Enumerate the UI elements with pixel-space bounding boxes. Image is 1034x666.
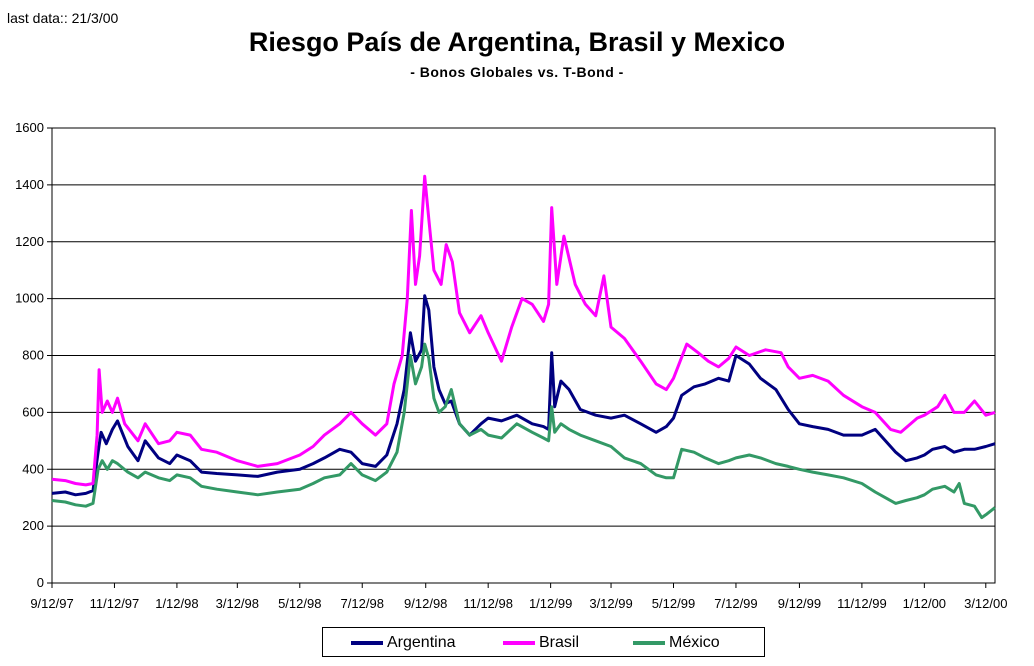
- legend-item-brasil: Brasil: [503, 634, 579, 652]
- x-tick-label: 5/12/98: [278, 596, 321, 611]
- y-tick-label: 400: [22, 461, 44, 476]
- chart-title: Riesgo País de Argentina, Brasil y Mexic…: [248, 27, 786, 57]
- x-tick-label: 9/12/97: [30, 596, 73, 611]
- x-tick-label: 3/12/99: [589, 596, 632, 611]
- gridlines: [52, 184, 995, 527]
- y-tick-label: 0: [37, 575, 44, 590]
- legend-item-mexico: México: [633, 634, 720, 652]
- legend-swatch-brasil: [503, 641, 535, 645]
- series-line-brasil: [51, 174, 996, 487]
- last-data-note: last data:: 21/3/00: [7, 10, 119, 26]
- series-line-mexico: [51, 342, 996, 520]
- x-tick-label: 3/12/98: [216, 596, 259, 611]
- series-lines: [51, 174, 996, 520]
- y-tick-label: 200: [22, 518, 44, 533]
- y-tick-label: 600: [22, 404, 44, 419]
- x-axis-ticks: 9/12/97 11/12/97 1/12/98 3/12/98 5/12/98 7/12…: [30, 583, 1007, 611]
- x-tick-label: 1/12/99: [529, 596, 572, 611]
- legend: Argentina Brasil México: [322, 627, 765, 657]
- x-tick-label: 7/12/99: [714, 596, 757, 611]
- legend-item-argentina: Argentina: [351, 634, 456, 652]
- series-line-argentina: [51, 294, 996, 497]
- legend-swatch-mexico: [633, 641, 665, 645]
- x-tick-label: 11/12/99: [837, 596, 887, 611]
- x-tick-label: 11/12/98: [463, 596, 513, 611]
- legend-label-brasil: Brasil: [539, 634, 580, 651]
- x-tick-label: 11/12/97: [90, 596, 140, 611]
- x-tick-label: 1/12/00: [903, 596, 946, 611]
- x-tick-label: 7/12/98: [341, 596, 384, 611]
- x-tick-label: 3/12/00: [964, 596, 1007, 611]
- y-tick-label: 1000: [15, 291, 44, 306]
- y-axis-ticks: 0 200 400 600 800 1000 1200 1400 1600: [15, 120, 52, 590]
- legend-label-argentina: Argentina: [387, 634, 456, 651]
- x-tick-label: 1/12/98: [155, 596, 198, 611]
- chart-subtitle: - Bonos Globales vs. T-Bond -: [410, 64, 624, 80]
- legend-label-mexico: México: [669, 634, 720, 651]
- y-tick-label: 1400: [15, 177, 44, 192]
- x-tick-label: 9/12/98: [404, 596, 447, 611]
- y-tick-label: 800: [22, 348, 44, 363]
- x-tick-label: 5/12/99: [652, 596, 695, 611]
- y-tick-label: 1200: [15, 234, 44, 249]
- legend-swatch-argentina: [351, 641, 383, 645]
- y-tick-label: 1600: [15, 120, 44, 135]
- x-tick-label: 9/12/99: [778, 596, 821, 611]
